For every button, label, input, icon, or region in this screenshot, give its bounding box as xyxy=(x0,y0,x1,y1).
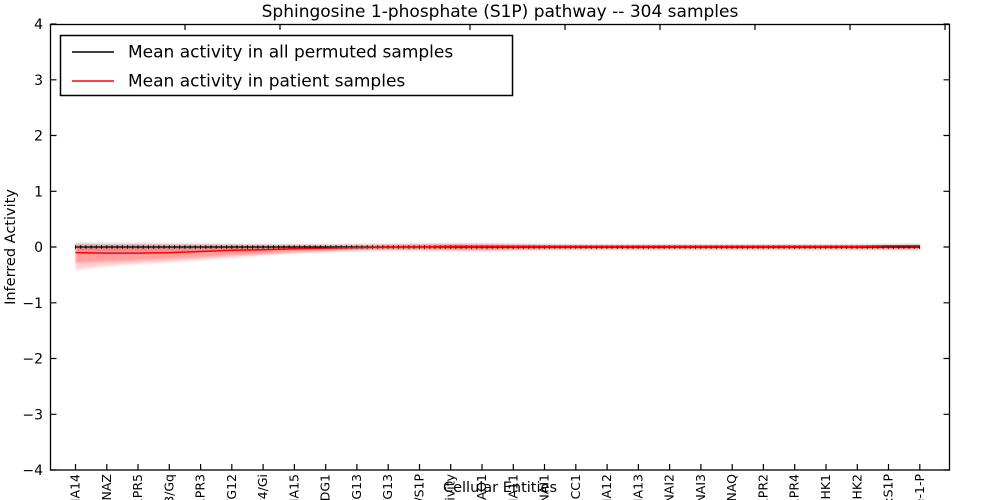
x-tick-label: GNA15 xyxy=(286,474,301,500)
x-tick-label: S1P/S1P2/G12/G13 xyxy=(380,474,395,500)
patient-mean-line xyxy=(75,245,920,254)
y-tick-label: −2 xyxy=(22,352,43,368)
x-tick-label: SPHK2 xyxy=(849,474,864,500)
y-tick-label: 2 xyxy=(34,129,43,145)
x-tick-label: S1PR5 xyxy=(130,474,145,500)
legend-label-permuted: Mean activity in all permuted samples xyxy=(128,43,453,63)
x-tick-label: G12/G13 xyxy=(349,474,364,500)
x-tick-label: S1PR4 xyxy=(787,474,802,500)
x-tick-label: S1PR3 xyxy=(193,474,208,500)
legend-label-patient: Mean activity in patient samples xyxy=(128,72,405,92)
y-tick-label: 3 xyxy=(34,73,43,89)
x-tick-label: S1P/S1P3/Gq xyxy=(161,474,176,500)
legend-box xyxy=(59,34,514,97)
x-axis-label: Cellular Entities xyxy=(443,480,557,496)
x-tick-label: GNAZ xyxy=(99,474,114,500)
x-tick-label: GNAI3 xyxy=(693,474,708,500)
y-axis-label: Inferred Activity xyxy=(3,189,19,305)
x-tick-label: GNA12 xyxy=(599,474,614,500)
x-tick-label: growth factor activity xyxy=(443,473,458,500)
x-tick-label: GNA14 xyxy=(68,474,83,500)
y-tick-label: −4 xyxy=(22,463,43,479)
x-tick-label: S1P/S1P4/Gi xyxy=(255,474,270,500)
legend: Mean activity in all permuted samples Mea… xyxy=(59,34,514,97)
x-tick-label: GNAO1 xyxy=(474,474,489,500)
x-tick-label: S1PR2 xyxy=(755,474,770,500)
x-tick-label: GNA11 xyxy=(505,474,520,500)
x-tick-label: ABCC1 xyxy=(568,474,583,500)
x-tick-label: mol:Sphinganine-1-P xyxy=(912,474,927,500)
y-tick-label: 4 xyxy=(34,17,43,33)
x-tick-label: mol:S1P xyxy=(881,474,896,500)
y-tick-label: −3 xyxy=(22,407,43,423)
axis-ticks xyxy=(50,23,950,471)
x-tick-label: GNAI1 xyxy=(537,474,552,500)
x-tick-label: GNA13 xyxy=(630,474,645,500)
x-tick-label: S1P1/S1P xyxy=(412,474,427,500)
x-tick-label: SPHK1 xyxy=(818,474,833,500)
y-tick-label: −1 xyxy=(22,296,43,312)
chart-title: Sphingosine 1-phosphate (S1P) pathway --… xyxy=(262,2,739,22)
x-tick-label: GNAQ xyxy=(724,474,739,500)
x-tick-label: GNAI2 xyxy=(662,474,677,500)
x-tick-label: EDG1 xyxy=(318,474,333,500)
x-tick-label: S1P/S1P5/G12 xyxy=(224,474,239,500)
y-tick-label: 0 xyxy=(34,240,43,256)
y-tick-label: 1 xyxy=(34,184,43,200)
